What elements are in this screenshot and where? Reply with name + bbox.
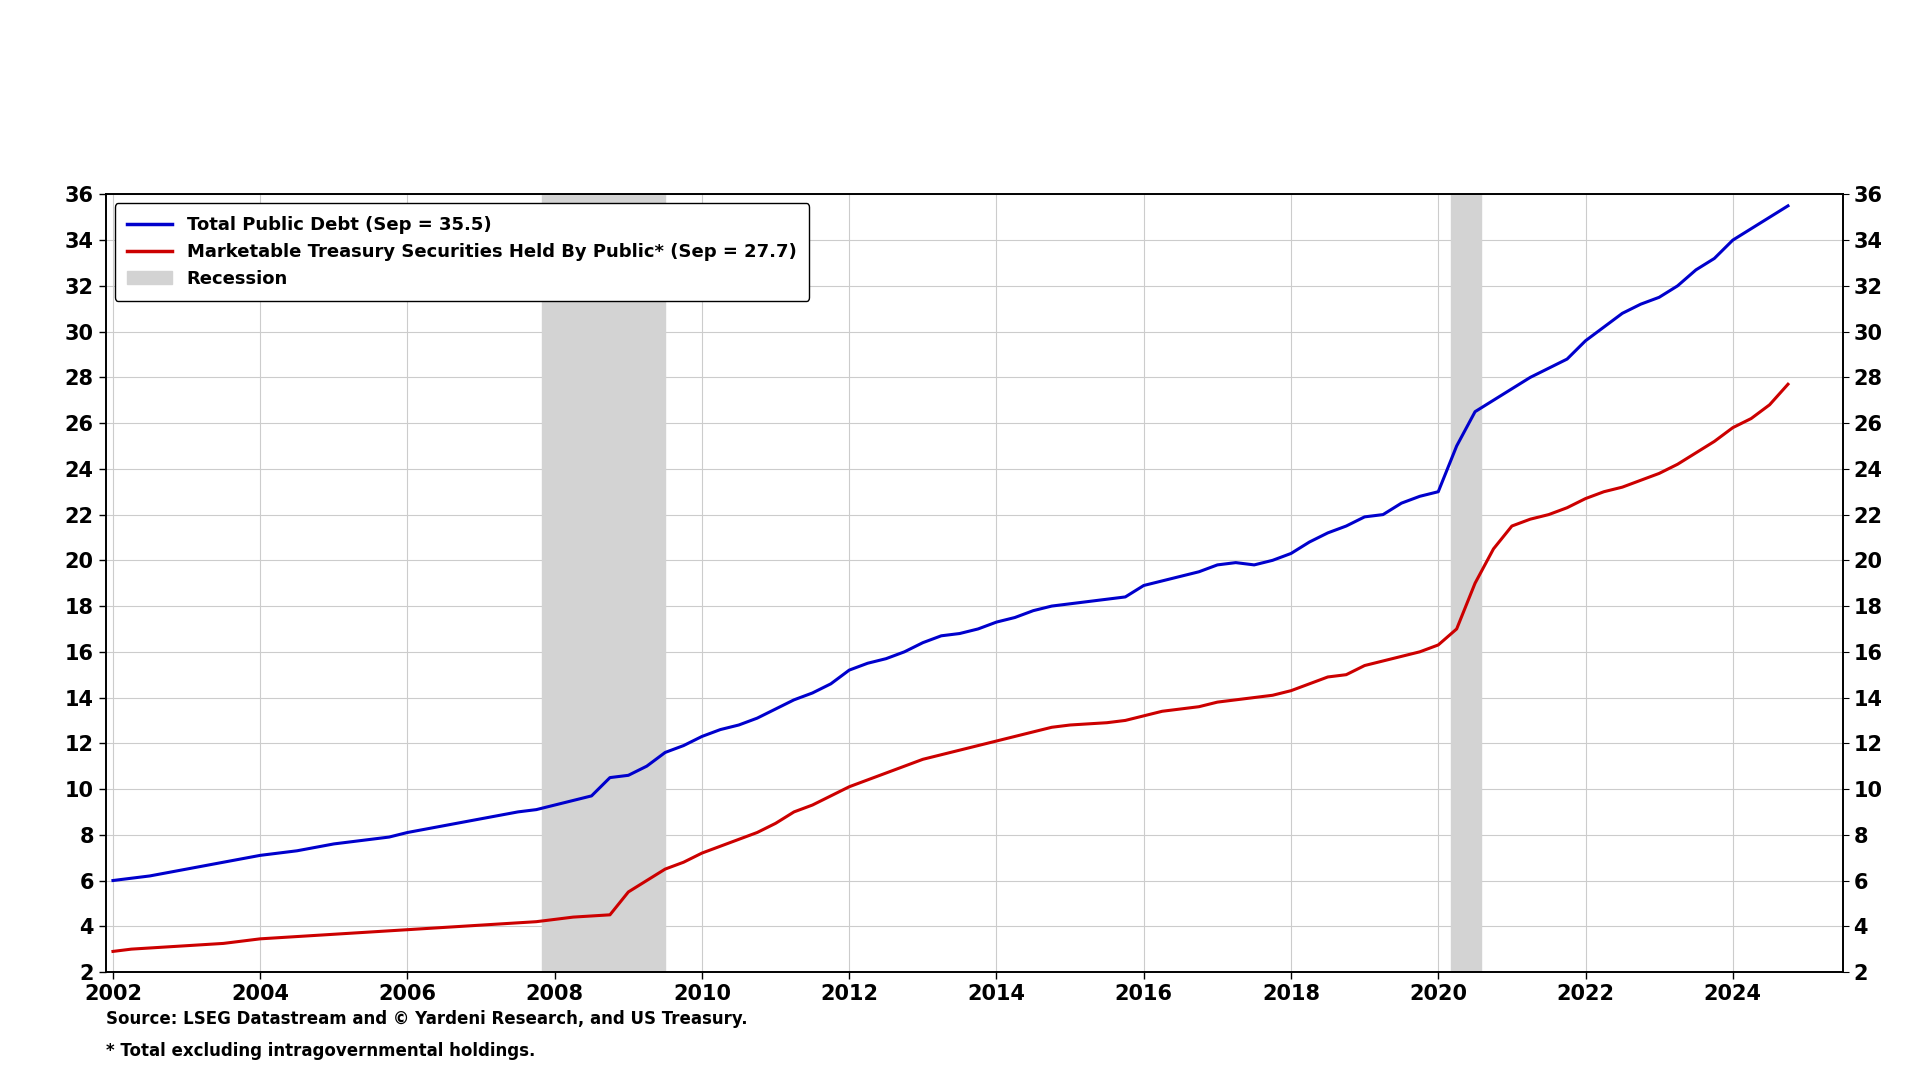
Text: US TREASURY MARKETABLE SECURITIES HELD BY THE PUBLIC: US TREASURY MARKETABLE SECURITIES HELD B…: [156, 104, 1112, 132]
Bar: [541, 194, 664, 972]
Text: * Total excluding intragovernmental holdings.: * Total excluding intragovernmental hold…: [106, 1042, 536, 1061]
Text: Source: LSEG Datastream and © Yardeni Research, and US Treasury.: Source: LSEG Datastream and © Yardeni Re…: [106, 1010, 747, 1028]
Legend: Total Public Debt (Sep = 35.5), Marketable Treasury Securities Held By Public* (: Total Public Debt (Sep = 35.5), Marketab…: [115, 203, 808, 300]
Text: (trillion dollars, nsa): (trillion dollars, nsa): [505, 161, 762, 180]
Bar: [1452, 194, 1480, 972]
Text: TOTAL US PUBLIC DEBT VS: TOTAL US PUBLIC DEBT VS: [426, 49, 841, 77]
